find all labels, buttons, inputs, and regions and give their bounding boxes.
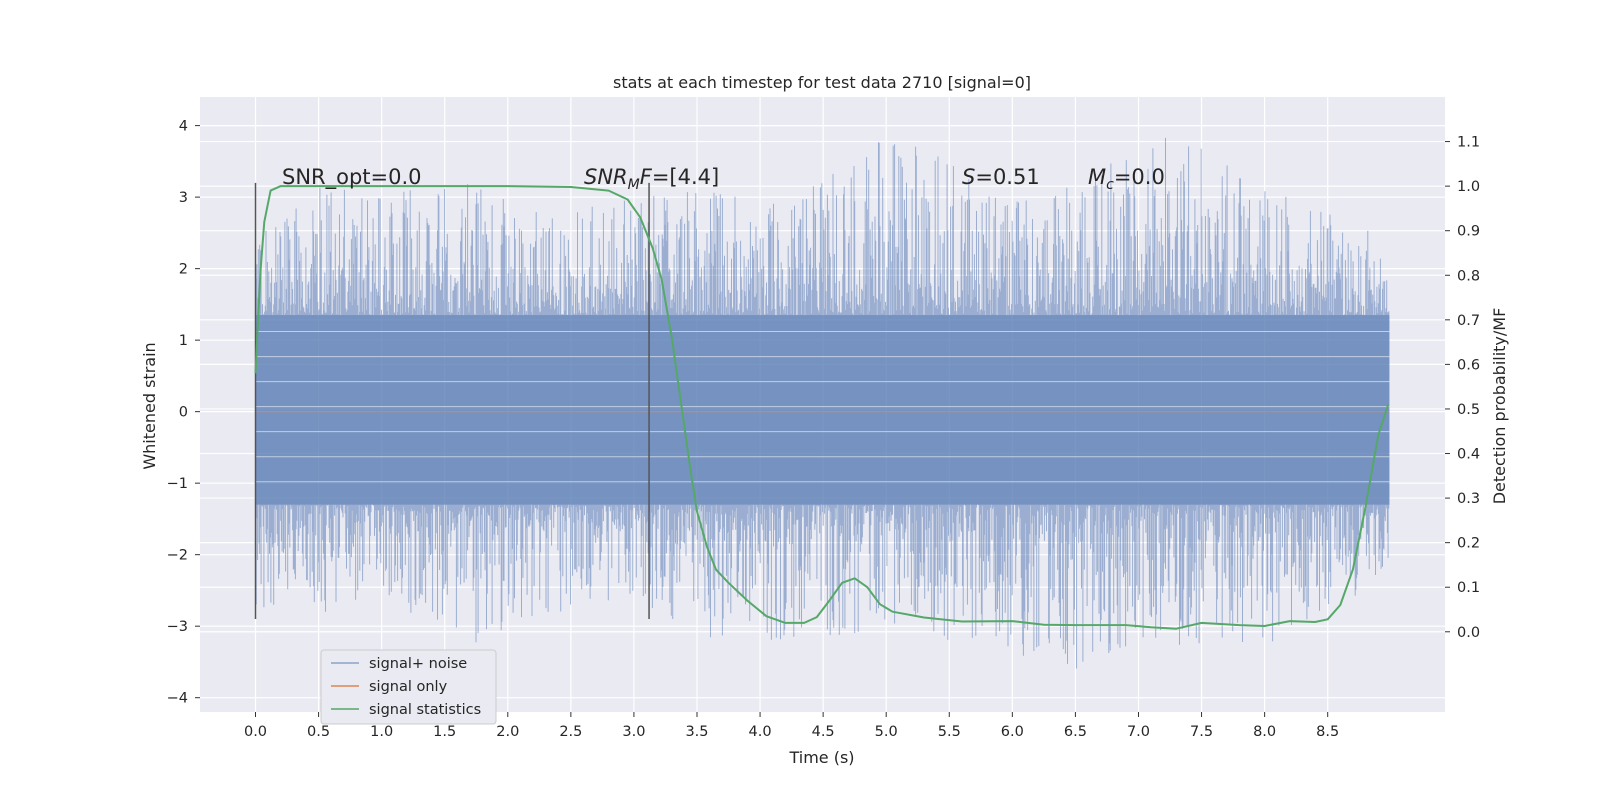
x-tick-label: 3.5	[685, 724, 708, 740]
legend: signal+ noise signal only signal statist…	[320, 649, 497, 725]
y-right-tick-label: 0.4	[1457, 447, 1480, 463]
x-tick-label: 1.0	[370, 724, 393, 740]
y-left-tick-label: −4	[167, 691, 188, 707]
y-right-tick-label: 0.2	[1457, 536, 1480, 552]
y-right-tick-label: 0.0	[1457, 625, 1480, 641]
x-tick-label: 3.0	[622, 724, 645, 740]
legend-label-signal-statistics: signal statistics	[369, 702, 481, 718]
y-right-tick-label: 0.9	[1457, 224, 1480, 240]
x-tick-label: 4.0	[749, 724, 772, 740]
y-left-tick-label: 4	[179, 119, 188, 135]
y-right-tick-label: 0.3	[1457, 491, 1480, 507]
x-tick-label: 1.5	[433, 724, 456, 740]
legend-label-signal-only: signal only	[369, 679, 448, 695]
x-tick-label: 7.5	[1190, 724, 1213, 740]
x-tick-label: 4.5	[812, 724, 835, 740]
y-right-tick-label: 0.6	[1457, 357, 1480, 373]
x-tick-label: 2.0	[496, 724, 519, 740]
signal-statistics-series	[254, 185, 1390, 630]
chart-title: stats at each timestep for test data 271…	[613, 73, 1031, 92]
y-right-tick-label: 0.7	[1457, 313, 1480, 329]
annotation-mc: Mc=0.0	[1088, 165, 1165, 193]
x-tick-label: 0.5	[307, 724, 330, 740]
x-tick-label: 5.5	[938, 724, 961, 740]
vertical-markers	[254, 182, 650, 620]
y-left-tick-label: 1	[179, 333, 188, 349]
y-right-ticks: 1.1 1.0 0.9 0.8 0.7 0.6 0.5 0.4 0.3 0.2 0.1 0.0	[1445, 135, 1480, 641]
x-ticks: 0.0 0.5 1.0 1.5 2.0 2.5 3.0 3.5 4.0 4.5 5.0 5.5 6.0 6…	[244, 712, 1339, 740]
x-tick-label: 7.0	[1127, 724, 1150, 740]
y-right-tick-label: 0.5	[1457, 402, 1480, 418]
x-tick-label: 0.0	[244, 724, 267, 740]
signal-noise-series	[255, 137, 1390, 669]
y-right-tick-label: 0.1	[1457, 580, 1480, 596]
x-axis-label: Time (s)	[788, 748, 854, 767]
y-right-axis-label: Detection probability/MF	[1490, 308, 1509, 505]
annotation-snr-opt: SNR_opt=0.0	[282, 165, 422, 190]
signal-statistics-line	[254, 185, 1390, 630]
y-left-tick-label: −3	[167, 619, 188, 635]
y-right-tick-label: 1.1	[1457, 135, 1480, 151]
annotation-snr-mf: SNRMF=[4.4]	[584, 165, 719, 193]
y-left-tick-label: 2	[179, 262, 188, 278]
y-right-tick-label: 1.0	[1457, 179, 1480, 195]
x-tick-label: 8.0	[1253, 724, 1276, 740]
annotation-s: S=0.51	[962, 165, 1040, 189]
y-right-tick-label: 0.8	[1457, 268, 1480, 284]
y-left-tick-label: 0	[179, 405, 188, 421]
y-left-axis-label: Whitened strain	[140, 342, 159, 469]
legend-label-signal-noise: signal+ noise	[369, 656, 467, 672]
signal-noise-core	[255, 315, 1390, 505]
x-tick-label: 6.0	[1001, 724, 1024, 740]
x-tick-label: 6.5	[1064, 724, 1087, 740]
y-left-ticks: 4 3 2 1 0 −1 −2 −3 −4	[167, 119, 200, 707]
x-tick-label: 8.5	[1316, 724, 1339, 740]
legend-box	[320, 649, 497, 725]
x-tick-label: 2.5	[559, 724, 582, 740]
y-left-tick-label: 3	[179, 190, 188, 206]
y-left-tick-label: −1	[167, 476, 188, 492]
y-left-tick-label: −2	[167, 548, 188, 564]
x-tick-label: 5.0	[875, 724, 898, 740]
